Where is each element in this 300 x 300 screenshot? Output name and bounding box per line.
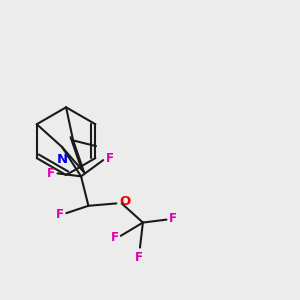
Text: F: F [110, 231, 118, 244]
Text: F: F [47, 167, 55, 180]
Text: F: F [56, 208, 64, 220]
Text: O: O [119, 196, 130, 208]
Text: F: F [169, 212, 177, 225]
Text: F: F [135, 251, 143, 264]
Text: F: F [106, 152, 113, 166]
Text: N: N [56, 153, 68, 167]
